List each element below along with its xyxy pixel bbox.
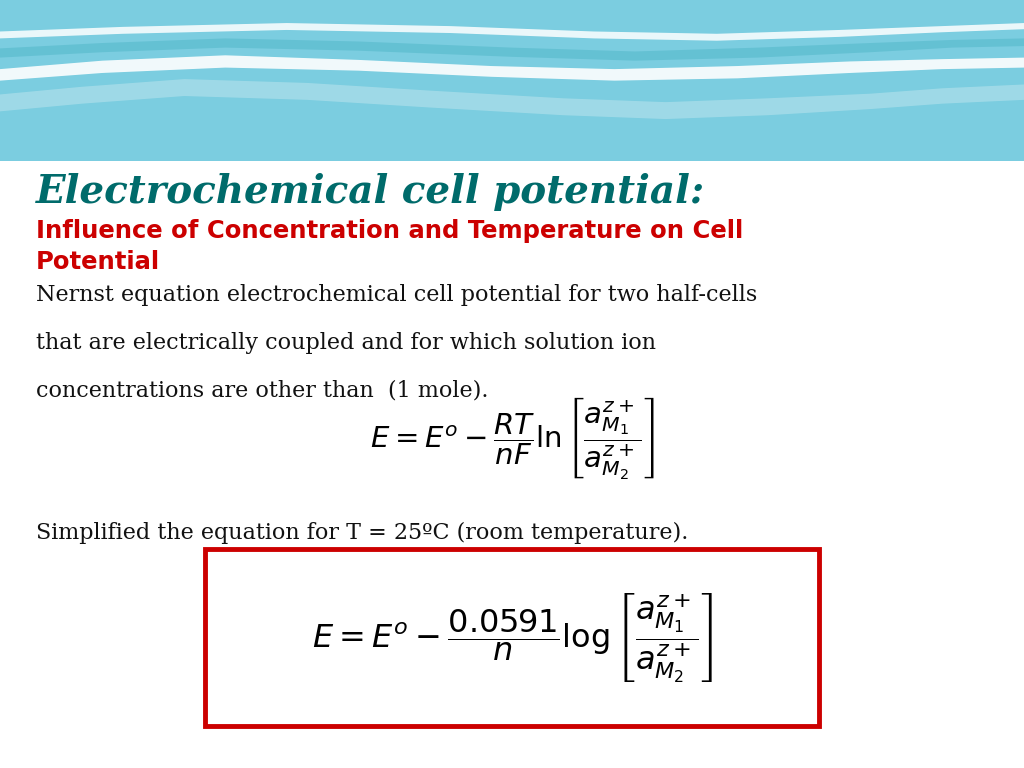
Text: Potential: Potential (36, 250, 160, 273)
Polygon shape (0, 79, 1024, 119)
Text: $E = E^{o} - \dfrac{RT}{nF}\ln\left[\dfrac{a_{M_1}^{z+}}{a_{M_2}^{z+}}\right]$: $E = E^{o} - \dfrac{RT}{nF}\ln\left[\dfr… (370, 396, 654, 482)
Polygon shape (0, 0, 1024, 188)
Polygon shape (0, 38, 1024, 61)
Polygon shape (0, 161, 1024, 768)
Text: Electrochemical cell potential:: Electrochemical cell potential: (36, 173, 706, 210)
FancyBboxPatch shape (205, 549, 819, 726)
Text: concentrations are other than  (1 mole).: concentrations are other than (1 mole). (36, 379, 488, 402)
Text: that are electrically coupled and for which solution ion: that are electrically coupled and for wh… (36, 332, 655, 354)
Polygon shape (0, 23, 1024, 41)
Text: $E = E^{o} - \dfrac{0.0591}{n}\log\left[\dfrac{a_{M_1}^{z+}}{a_{M_2}^{z+}}\right: $E = E^{o} - \dfrac{0.0591}{n}\log\left[… (311, 591, 713, 684)
Text: Influence of Concentration and Temperature on Cell: Influence of Concentration and Temperatu… (36, 219, 743, 243)
Text: Simplified the equation for T = 25ºC (room temperature).: Simplified the equation for T = 25ºC (ro… (36, 522, 688, 545)
Polygon shape (0, 0, 1024, 169)
Text: Nernst equation electrochemical cell potential for two half-cells: Nernst equation electrochemical cell pot… (36, 284, 757, 306)
Polygon shape (0, 55, 1024, 81)
